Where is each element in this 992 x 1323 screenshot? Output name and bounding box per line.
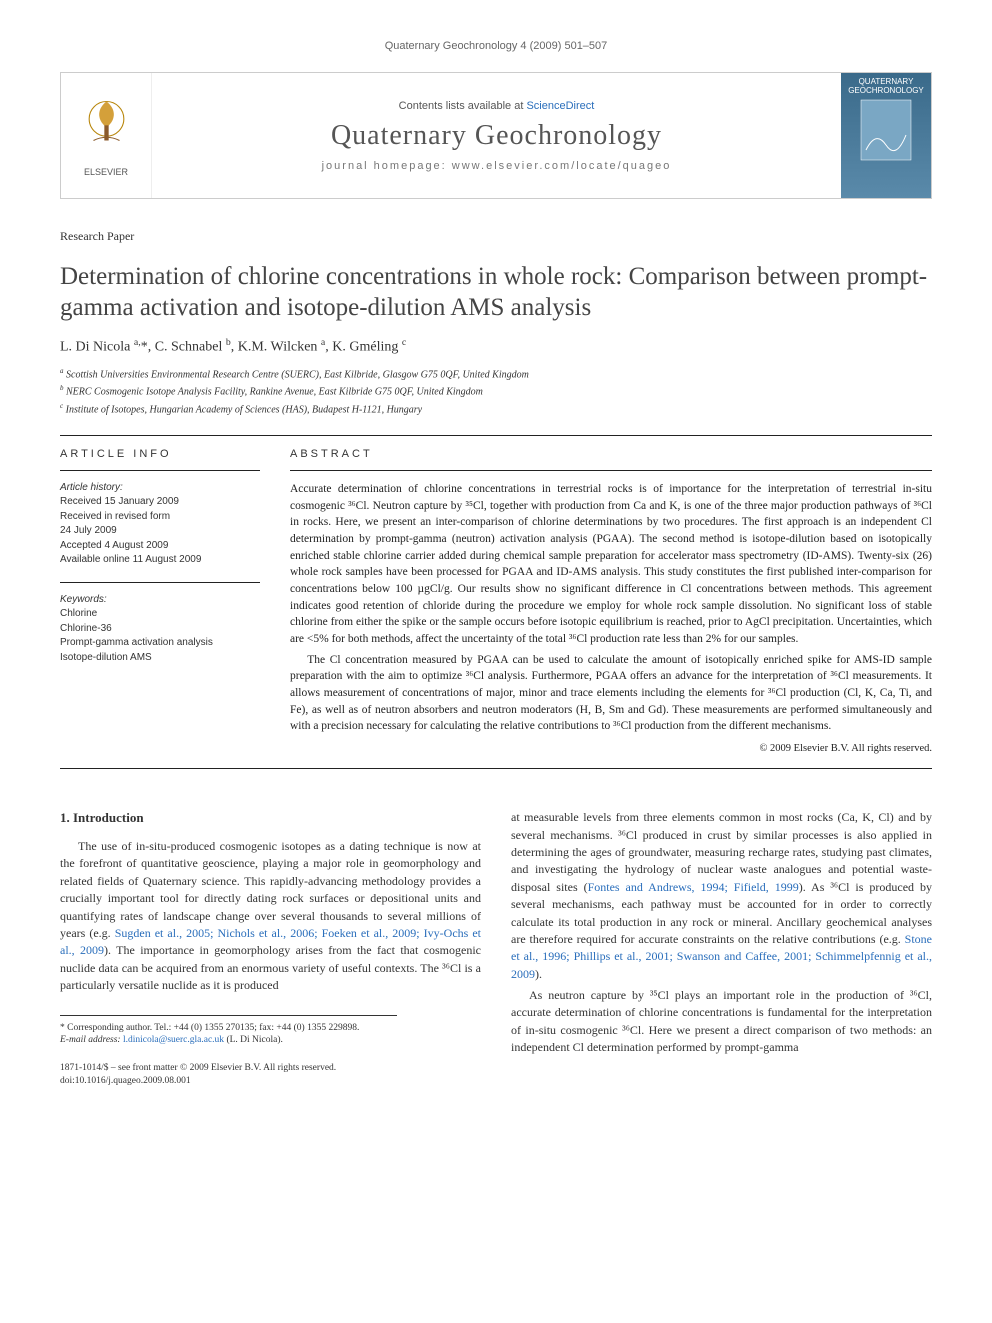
body-col-left: 1. Introduction The use of in-situ-produ… <box>60 809 481 1087</box>
abstract-column: ABSTRACT Accurate determination of chlor… <box>290 448 932 756</box>
history-line: Received 15 January 2009 <box>60 496 179 507</box>
article-title: Determination of chlorine concentrations… <box>60 261 932 324</box>
history-label: Article history: <box>60 482 123 493</box>
homepage-url: www.elsevier.com/locate/quageo <box>452 160 672 172</box>
article-info-sidebar: ARTICLE INFO Article history: Received 1… <box>60 448 260 756</box>
homepage-label: journal homepage: <box>322 160 452 172</box>
elsevier-tree-icon <box>74 95 139 160</box>
intro-p1: The use of in-situ-produced cosmogenic i… <box>60 838 481 995</box>
email-label: E-mail address: <box>60 1035 121 1045</box>
author-list: L. Di Nicola a,*, C. Schnabel b, K.M. Wi… <box>60 337 932 356</box>
cover-art-icon <box>856 95 916 165</box>
affiliation-a: a Scottish Universities Environmental Re… <box>60 366 932 382</box>
keywords-label: Keywords: <box>60 594 107 605</box>
affiliations: a Scottish Universities Environmental Re… <box>60 366 932 417</box>
journal-name: Quaternary Geochronology <box>162 120 831 152</box>
journal-cover-thumb: QUATERNARY GEOCHRONOLOGY <box>841 73 931 198</box>
abstract-heading: ABSTRACT <box>290 448 932 460</box>
journal-banner: ELSEVIER Contents lists available at Sci… <box>60 72 932 199</box>
body-columns: 1. Introduction The use of in-situ-produ… <box>60 809 932 1087</box>
intro-p2: As neutron capture by ³⁵Cl plays an impo… <box>511 987 932 1057</box>
intro-p1-cont: at measurable levels from three elements… <box>511 809 932 983</box>
sciencedirect-link[interactable]: ScienceDirect <box>526 100 594 112</box>
article-history: Article history: Received 15 January 200… <box>60 481 260 568</box>
abstract-p1: Accurate determination of chlorine conce… <box>290 481 932 648</box>
document-type: Research Paper <box>60 229 932 244</box>
doi-line: doi:10.1016/j.quageo.2009.08.001 <box>60 1075 481 1087</box>
keyword: Chlorine <box>60 608 97 619</box>
keyword: Chlorine-36 <box>60 623 112 634</box>
affiliation-b: b NERC Cosmogenic Isotope Analysis Facil… <box>60 383 932 399</box>
keyword: Prompt-gamma activation analysis <box>60 637 213 648</box>
keywords-block: Keywords: Chlorine Chlorine-36 Prompt-ga… <box>60 593 260 666</box>
article-info-heading: ARTICLE INFO <box>60 448 260 460</box>
citation-link[interactable]: Fontes and Andrews, 1994; Fifield, 1999 <box>588 880 799 894</box>
corr-email-link[interactable]: l.dinicola@suerc.gla.ac.uk <box>123 1035 224 1045</box>
contents-line: Contents lists available at ScienceDirec… <box>162 100 831 112</box>
front-matter-line: 1871-1014/$ – see front matter © 2009 El… <box>60 1062 481 1074</box>
history-line: 24 July 2009 <box>60 525 117 536</box>
abstract-p2: The Cl concentration measured by PGAA ca… <box>290 652 932 735</box>
affiliation-c: c Institute of Isotopes, Hungarian Acade… <box>60 401 932 417</box>
intro-heading: 1. Introduction <box>60 809 481 828</box>
publisher-label: ELSEVIER <box>74 167 139 177</box>
keyword: Isotope-dilution AMS <box>60 652 152 663</box>
homepage-line: journal homepage: www.elsevier.com/locat… <box>162 160 831 172</box>
publisher-logo-box: ELSEVIER <box>61 73 152 198</box>
history-line: Received in revised form <box>60 511 170 522</box>
corr-author-line: * Corresponding author. Tel.: +44 (0) 13… <box>60 1022 397 1034</box>
page-footer: 1871-1014/$ – see front matter © 2009 El… <box>60 1062 481 1087</box>
body-col-right: at measurable levels from three elements… <box>511 809 932 1087</box>
email-suffix: (L. Di Nicola). <box>226 1035 282 1045</box>
cover-label: QUATERNARY GEOCHRONOLOGY <box>845 77 927 95</box>
running-head: Quaternary Geochronology 4 (2009) 501–50… <box>60 40 932 52</box>
section-rule-bottom <box>60 768 932 769</box>
abstract-text: Accurate determination of chlorine conce… <box>290 481 932 756</box>
contents-prefix: Contents lists available at <box>399 100 527 112</box>
abstract-copyright: © 2009 Elsevier B.V. All rights reserved… <box>290 741 932 756</box>
history-line: Accepted 4 August 2009 <box>60 540 168 551</box>
section-rule-top <box>60 435 932 436</box>
history-line: Available online 11 August 2009 <box>60 554 201 565</box>
corresponding-footnote: * Corresponding author. Tel.: +44 (0) 13… <box>60 1015 397 1047</box>
